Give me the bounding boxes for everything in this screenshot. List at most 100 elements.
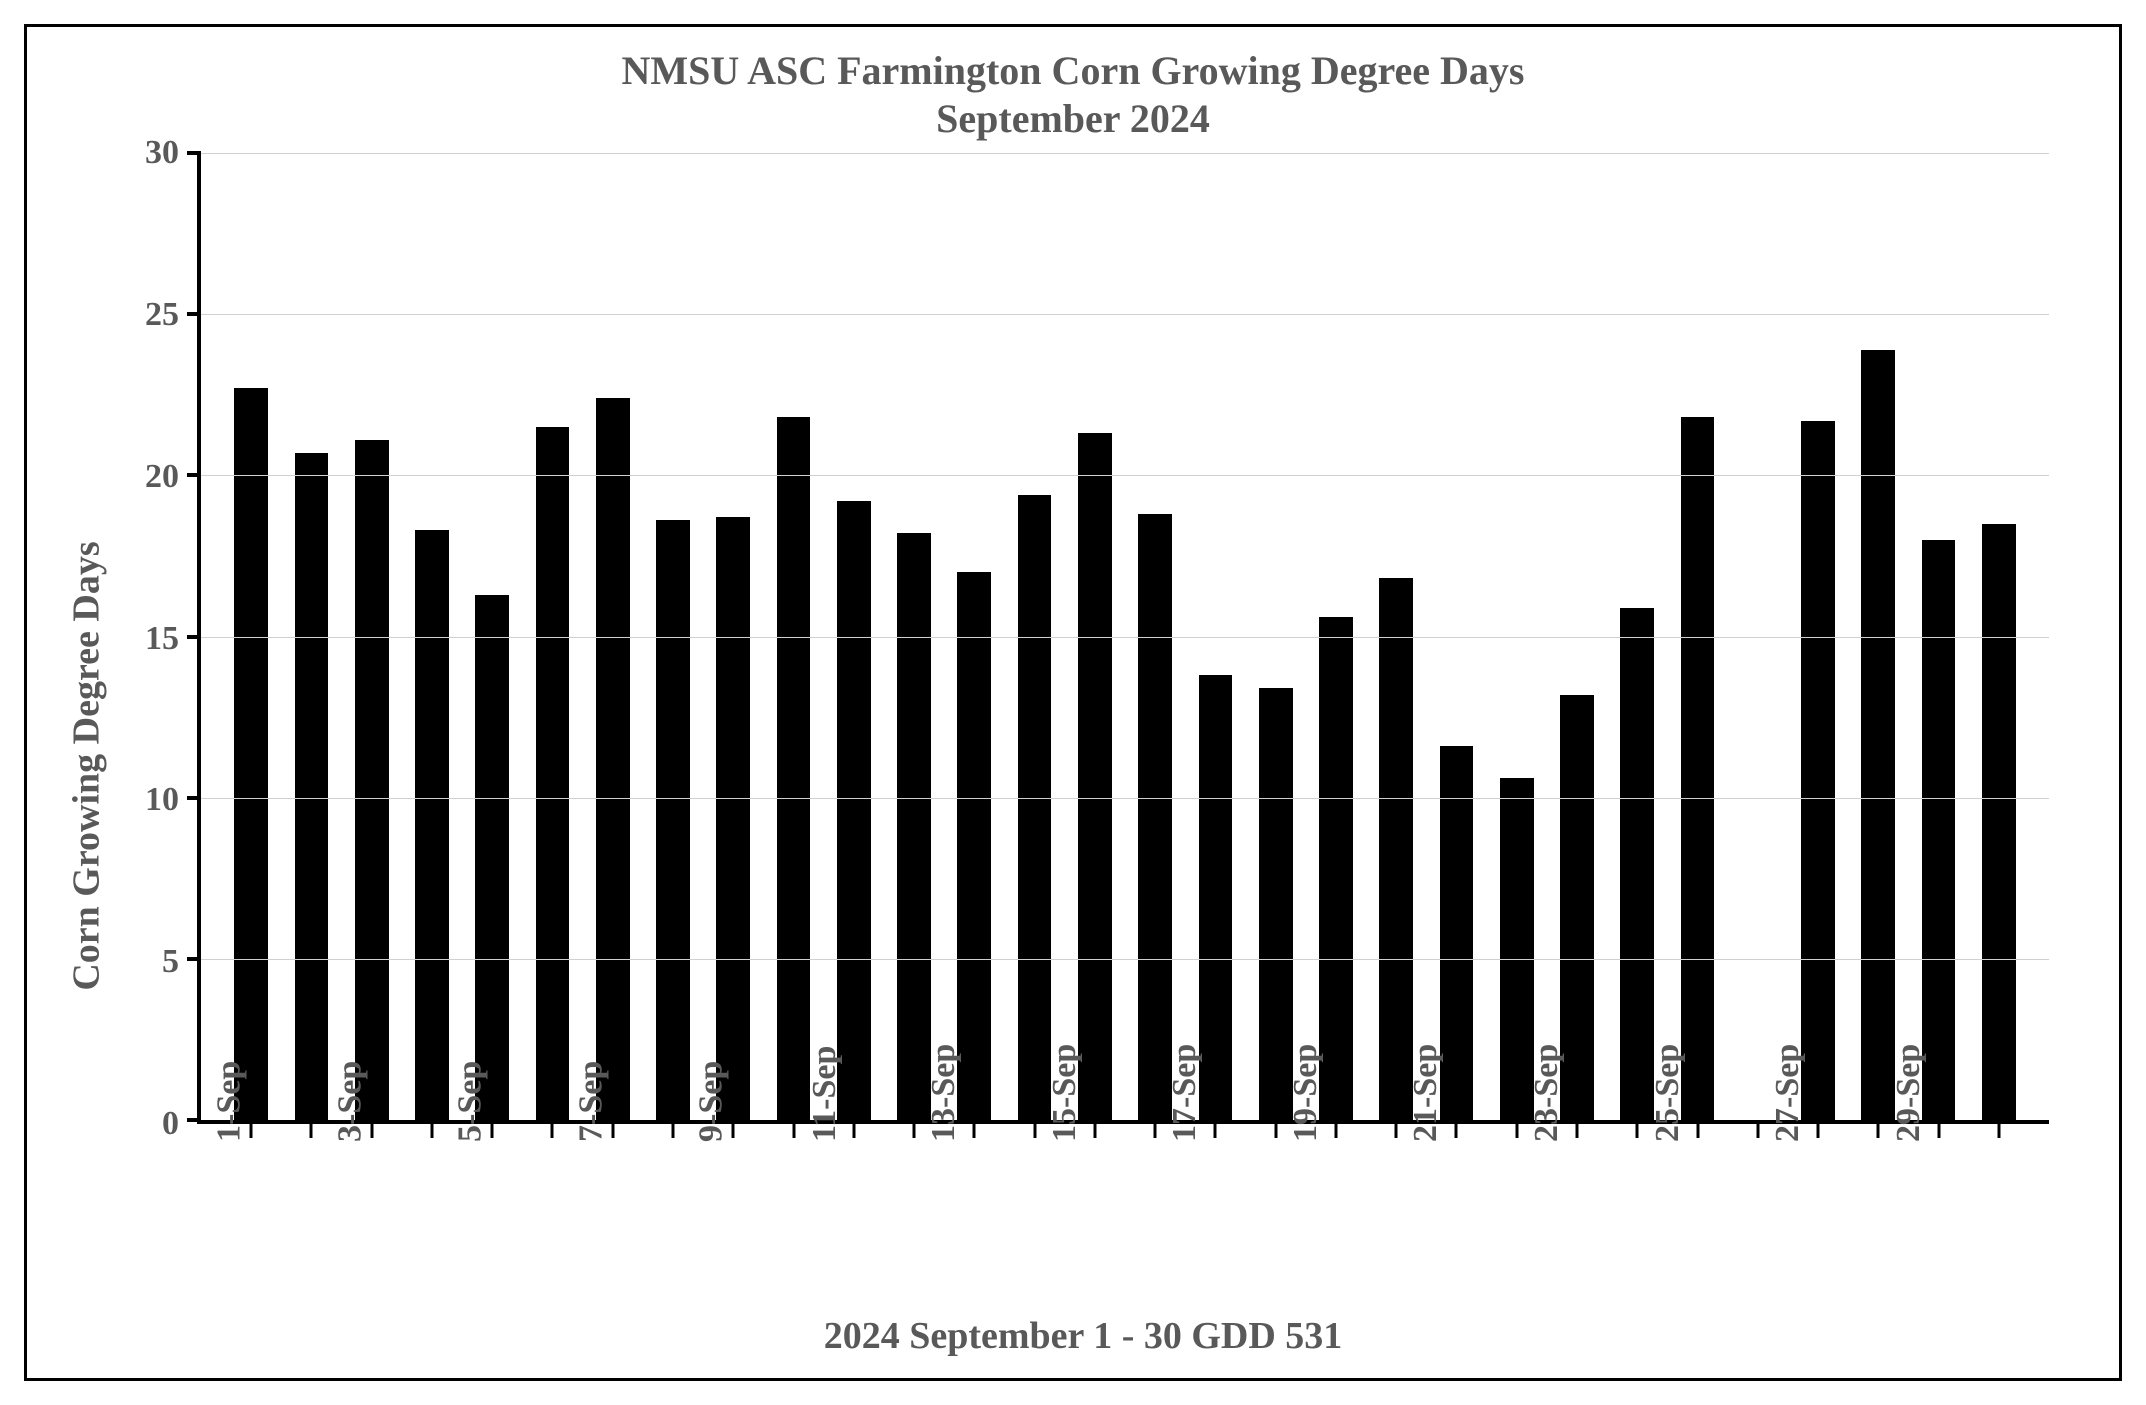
bar bbox=[355, 440, 389, 1120]
bar bbox=[1018, 495, 1052, 1120]
bar bbox=[1801, 421, 1835, 1120]
x-tick-mark bbox=[310, 1124, 313, 1138]
x-tick-slot bbox=[1728, 1124, 1788, 1304]
y-ticks: 051015202530 bbox=[117, 153, 197, 1124]
bar bbox=[1681, 417, 1715, 1120]
x-tick-label: 27-Sep bbox=[1769, 1044, 1807, 1142]
x-tick-label: 21-Sep bbox=[1407, 1044, 1445, 1142]
x-tick-mark bbox=[551, 1124, 554, 1138]
x-ticks-spacer bbox=[117, 1124, 197, 1304]
bar bbox=[957, 572, 991, 1120]
chart-frame: NMSU ASC Farmington Corn Growing Degree … bbox=[24, 24, 2122, 1381]
bar bbox=[656, 520, 690, 1120]
x-tick-label: 17-Sep bbox=[1166, 1044, 1204, 1142]
x-tick-slot: 13-Sep bbox=[944, 1124, 1004, 1304]
y-tick-label: 25 bbox=[145, 296, 179, 334]
chart-outer: NMSU ASC Farmington Corn Growing Degree … bbox=[0, 0, 2146, 1405]
y-tick-label: 5 bbox=[162, 943, 179, 981]
bar bbox=[1379, 578, 1413, 1120]
x-tick-mark bbox=[1214, 1124, 1217, 1138]
bar bbox=[837, 501, 871, 1120]
y-tick-mark bbox=[187, 796, 201, 800]
x-tick-slot: 21-Sep bbox=[1426, 1124, 1486, 1304]
x-tick-label: 3-Sep bbox=[331, 1061, 369, 1142]
y-tick-mark bbox=[187, 635, 201, 639]
x-tick-slot bbox=[1125, 1124, 1185, 1304]
bar bbox=[596, 398, 630, 1120]
x-tick-slot bbox=[884, 1124, 944, 1304]
bar bbox=[897, 533, 931, 1120]
x-tick-mark bbox=[250, 1124, 253, 1138]
x-tick-slot: 17-Sep bbox=[1185, 1124, 1245, 1304]
bar bbox=[716, 517, 750, 1120]
y-tick-mark bbox=[187, 957, 201, 961]
bar bbox=[1078, 433, 1112, 1120]
x-tick-mark bbox=[1636, 1124, 1639, 1138]
x-tick-label: 7-Sep bbox=[572, 1061, 610, 1142]
x-tick-slot: 3-Sep bbox=[342, 1124, 402, 1304]
x-tick-slot: 25-Sep bbox=[1667, 1124, 1727, 1304]
x-tick-mark bbox=[671, 1124, 674, 1138]
x-tick-slot: 15-Sep bbox=[1065, 1124, 1125, 1304]
y-tick-label: 30 bbox=[145, 134, 179, 172]
bar bbox=[1982, 524, 2016, 1120]
x-tick-label: 15-Sep bbox=[1046, 1044, 1084, 1142]
x-tick-slot: 9-Sep bbox=[703, 1124, 763, 1304]
bar bbox=[536, 427, 570, 1120]
y-tick-mark bbox=[187, 1118, 201, 1122]
plot-wrap: 051015202530 1-Sep3-Sep5-Sep7-Sep9-Sep11… bbox=[117, 153, 2049, 1378]
x-tick-mark bbox=[1334, 1124, 1337, 1138]
x-tick-slot: 19-Sep bbox=[1306, 1124, 1366, 1304]
x-tick-slot: 23-Sep bbox=[1547, 1124, 1607, 1304]
bar bbox=[475, 595, 509, 1120]
gridline bbox=[201, 314, 2049, 315]
x-tick-slot: 11-Sep bbox=[824, 1124, 884, 1304]
x-tick-slot: 7-Sep bbox=[583, 1124, 643, 1304]
y-axis-label-container: Corn Growing Degree Days bbox=[57, 153, 117, 1378]
x-ticks-row: 1-Sep 3-Sep 5-Sep 7-Sep 9-Sep 11-Sep 13-Sep 15-… bbox=[117, 1124, 2049, 1304]
x-tick-slot: 1-Sep bbox=[221, 1124, 281, 1304]
x-tick-slot bbox=[402, 1124, 462, 1304]
x-tick-slot bbox=[1246, 1124, 1306, 1304]
y-tick-label: 15 bbox=[145, 620, 179, 658]
chart-title-line2: September 2024 bbox=[622, 95, 1525, 143]
chart-title: NMSU ASC Farmington Corn Growing Degree … bbox=[622, 47, 1525, 143]
x-tick-mark bbox=[1033, 1124, 1036, 1138]
chart-title-line1: NMSU ASC Farmington Corn Growing Degree … bbox=[622, 47, 1525, 95]
x-tick-label: 25-Sep bbox=[1648, 1044, 1686, 1142]
x-tick-mark bbox=[1515, 1124, 1518, 1138]
gridline bbox=[201, 153, 2049, 154]
bar bbox=[295, 453, 329, 1120]
gridline bbox=[201, 637, 2049, 638]
x-tick-mark bbox=[1274, 1124, 1277, 1138]
x-tick-slot bbox=[643, 1124, 703, 1304]
x-tick-mark bbox=[491, 1124, 494, 1138]
x-tick-label: 9-Sep bbox=[693, 1061, 731, 1142]
gridline bbox=[201, 798, 2049, 799]
x-tick-mark bbox=[1395, 1124, 1398, 1138]
x-tick-slot: 5-Sep bbox=[462, 1124, 522, 1304]
x-tick-slot bbox=[1607, 1124, 1667, 1304]
x-tick-mark bbox=[611, 1124, 614, 1138]
x-tick-mark bbox=[913, 1124, 916, 1138]
y-tick-label: 20 bbox=[145, 458, 179, 496]
x-tick-slot bbox=[1969, 1124, 2029, 1304]
x-tick-mark bbox=[732, 1124, 735, 1138]
x-tick-mark bbox=[1154, 1124, 1157, 1138]
bar bbox=[1922, 540, 1956, 1120]
x-tick-slot: 29-Sep bbox=[1908, 1124, 1968, 1304]
gridline bbox=[201, 475, 2049, 476]
x-tick-mark bbox=[1093, 1124, 1096, 1138]
x-tick-mark bbox=[1575, 1124, 1578, 1138]
x-tick-mark bbox=[370, 1124, 373, 1138]
x-tick-mark bbox=[1937, 1124, 1940, 1138]
y-axis-label: Corn Growing Degree Days bbox=[65, 541, 109, 990]
x-tick-slot: 27-Sep bbox=[1788, 1124, 1848, 1304]
x-axis-title: 2024 September 1 - 30 GDD 531 bbox=[117, 1314, 2049, 1358]
x-tick-mark bbox=[1696, 1124, 1699, 1138]
x-ticks: 1-Sep 3-Sep 5-Sep 7-Sep 9-Sep 11-Sep 13-Sep 15-… bbox=[197, 1124, 2049, 1304]
x-tick-slot bbox=[1848, 1124, 1908, 1304]
x-tick-label: 5-Sep bbox=[452, 1061, 490, 1142]
x-tick-label: 23-Sep bbox=[1528, 1044, 1566, 1142]
bar bbox=[415, 530, 449, 1120]
